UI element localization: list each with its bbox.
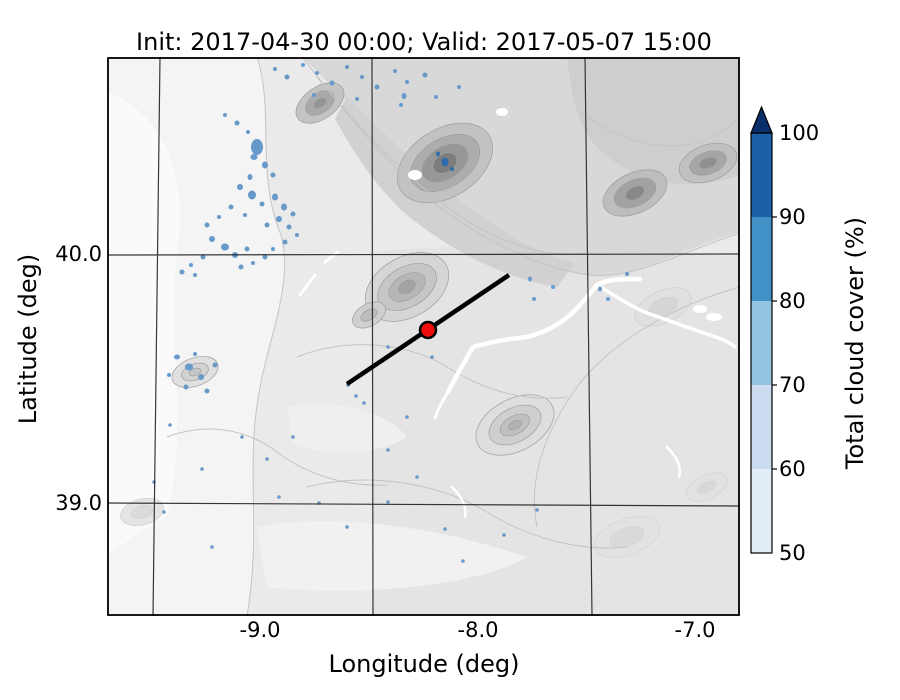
cbar-seg-80-90 — [751, 217, 772, 301]
cbar-tick-80: 80 — [779, 289, 806, 313]
terrain-plateau — [302, 57, 740, 287]
gridline-lon-8 — [371, 57, 374, 616]
xtick-neg7: -7.0 — [674, 618, 716, 642]
cbar-seg-50-60 — [751, 469, 772, 553]
location-marker — [418, 320, 438, 340]
colorbar-svg: 50 60 70 80 90 100 Total cloud cover (%) — [750, 105, 869, 565]
gridlines — [107, 57, 740, 616]
cbar-seg-90-100 — [751, 133, 772, 217]
xtick-neg9: -9.0 — [239, 618, 281, 642]
ytick-39: 39.0 — [55, 491, 102, 515]
map-border — [107, 57, 740, 616]
cbar-seg-60-70 — [751, 385, 772, 469]
terrain-lowlands — [107, 57, 527, 616]
ytick-40: 40.0 — [55, 242, 102, 266]
cbar-extend-arrow-icon — [750, 105, 773, 134]
cbar-tick-60: 60 — [779, 457, 806, 481]
gridline-lon-9 — [152, 57, 161, 616]
gridline-lat-40 — [107, 253, 740, 256]
x-axis-label: Longitude (deg) — [328, 650, 520, 678]
contour-lines — [166, 57, 740, 616]
cbar-tick-labels: 50 60 70 80 90 100 — [779, 121, 819, 565]
y-axis-label: Latitude (deg) — [14, 253, 42, 425]
gridline-lon-7 — [584, 57, 593, 616]
cbar-outline — [750, 132, 773, 554]
cbar-ticks — [772, 216, 777, 470]
cloud-patches-dark — [436, 151, 454, 171]
gridline-lat-39 — [107, 502, 740, 507]
plot-title: Init: 2017-04-30 00:00; Valid: 2017-05-0… — [136, 28, 712, 56]
cloud-patches — [152, 63, 629, 563]
cbar-tick-100: 100 — [779, 121, 819, 145]
colorbar: 50 60 70 80 90 100 Total cloud cover (%) — [745, 100, 900, 580]
cbar-tick-70: 70 — [779, 373, 806, 397]
cbar-tick-90: 90 — [779, 205, 806, 229]
map-canvas — [107, 57, 740, 616]
cbar-tick-50: 50 — [779, 541, 806, 565]
river-lines — [298, 108, 737, 519]
xtick-neg8: -8.0 — [457, 618, 499, 642]
colorbar-label: Total cloud cover (%) — [841, 217, 869, 470]
cbar-seg-70-80 — [751, 301, 772, 385]
map-svg — [107, 57, 740, 616]
